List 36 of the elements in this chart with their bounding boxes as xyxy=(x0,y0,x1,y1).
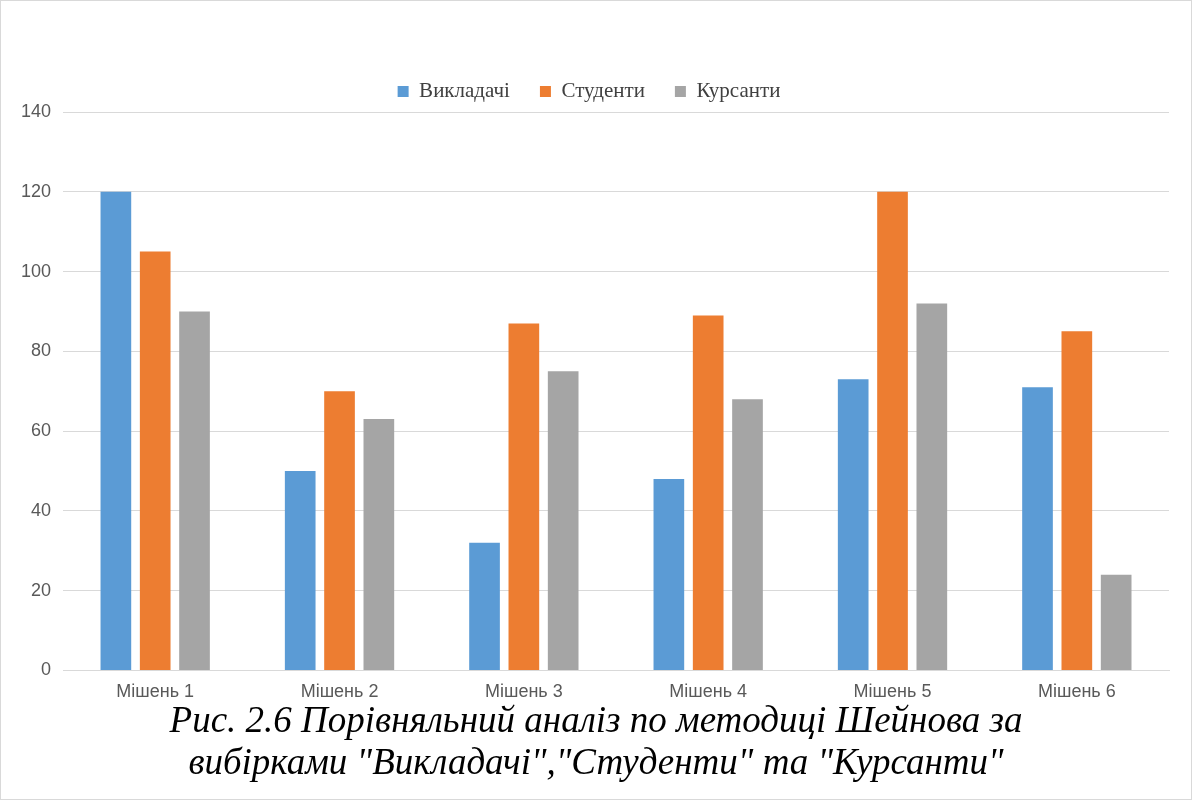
bar xyxy=(1022,387,1053,670)
x-tick-label: Мішень 1 xyxy=(116,681,195,702)
bar xyxy=(692,315,724,670)
legend-label: Студенти xyxy=(561,78,645,103)
bar xyxy=(179,311,210,670)
bar xyxy=(837,379,869,670)
y-tick-label: 80 xyxy=(31,340,52,361)
x-tick-label: Мішень 3 xyxy=(484,681,563,702)
x-tick-label: Мішень 4 xyxy=(669,681,748,702)
y-tick-label: 60 xyxy=(31,420,52,441)
bar xyxy=(100,191,132,670)
y-tick-label: 140 xyxy=(20,100,52,121)
bar xyxy=(508,323,540,670)
y-tick-label: 100 xyxy=(20,260,52,281)
bar xyxy=(916,303,948,670)
bar xyxy=(1061,331,1093,670)
text: Рис. 2.6 Порівняльний аналіз по методиці Шейнова за вибірками "Викладачі","Студенти" та "Курсанти" xyxy=(168,699,1024,783)
bar xyxy=(732,399,763,670)
x-tick-label: Мішень 5 xyxy=(853,681,932,702)
y-tick-label: 40 xyxy=(31,499,52,520)
bar xyxy=(877,191,908,670)
x-tick-label: Мішень 2 xyxy=(300,681,379,702)
y-tick-label: 20 xyxy=(31,579,52,600)
x-tick-label: Мішень 6 xyxy=(1037,681,1116,702)
legend-label: Викладачі xyxy=(419,78,511,103)
bar xyxy=(363,419,395,670)
bar xyxy=(139,251,171,670)
legend-label: Курсанти xyxy=(696,78,781,103)
bar xyxy=(324,391,355,670)
bar xyxy=(284,470,316,670)
y-tick-label: 0 xyxy=(41,659,52,680)
bar xyxy=(1100,574,1132,670)
bar xyxy=(547,371,579,670)
bar xyxy=(653,478,685,670)
y-tick-label: 120 xyxy=(20,180,52,201)
bar xyxy=(469,542,500,670)
